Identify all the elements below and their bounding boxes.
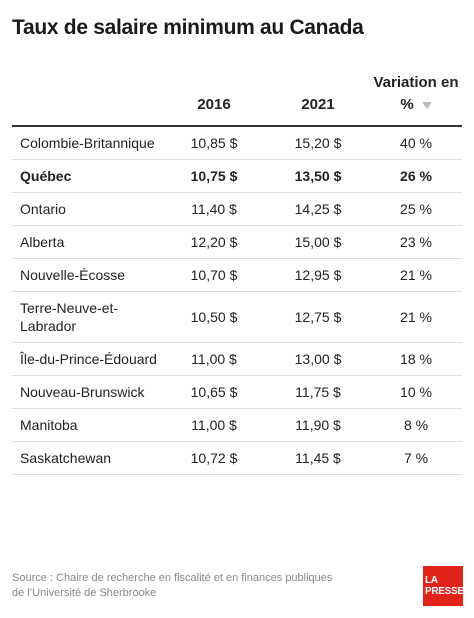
value-cell: 10,65 $ bbox=[162, 375, 266, 409]
value-cell: 11,00 $ bbox=[162, 342, 266, 376]
table-row: Québec 10,75 $13,50 $26 % bbox=[12, 159, 462, 193]
table-row: Ontario 11,40 $14,25 $25 % bbox=[12, 192, 462, 226]
header-cell: 2016 bbox=[162, 72, 266, 127]
table-row: Saskatchewan 10,72 $11,45 $7 % bbox=[12, 441, 462, 475]
header-row: 2016 2021 Variation en % bbox=[12, 72, 462, 127]
header-cell: 2021 bbox=[266, 72, 370, 127]
source: Source : Chaire de recherche en fiscalit… bbox=[12, 572, 333, 599]
province-cell: Manitoba bbox=[12, 408, 162, 442]
value-cell: 11,40 $ bbox=[162, 192, 266, 226]
table-row: Nouvelle-Écosse 10,70 $12,95 $21 % bbox=[12, 258, 462, 292]
province-cell: Québec bbox=[12, 159, 162, 193]
value-cell: 23 % bbox=[370, 225, 462, 259]
value-cell: 21 % bbox=[370, 291, 462, 343]
table-body: Colombie-Britannique 10,85 $15,20 $40 % Qu… bbox=[12, 126, 462, 475]
value-cell: 12,20 $ bbox=[162, 225, 266, 259]
value-cell: 13,00 $ bbox=[266, 342, 370, 376]
header-cell[interactable]: Variation en % bbox=[370, 72, 462, 127]
value-cell: 10,75 $ bbox=[162, 159, 266, 193]
value-cell: 15,20 $ bbox=[266, 126, 370, 160]
value-cell: 8 % bbox=[370, 408, 462, 442]
province-cell: Terre-Neuve-et-Labrador bbox=[12, 291, 162, 343]
title: Taux de salaire minimum au Canada bbox=[12, 16, 364, 39]
table-row: Nouveau-Brunswick 10,65 $11,75 $10 % bbox=[12, 375, 462, 409]
wage-table: 2016 2021 Variation en % Colombie-Britan… bbox=[12, 72, 462, 475]
value-cell: 40 % bbox=[370, 126, 462, 160]
table-row: Colombie-Britannique 10,85 $15,20 $40 % bbox=[12, 126, 462, 160]
header-cell bbox=[12, 72, 162, 127]
value-cell: 11,45 $ bbox=[266, 441, 370, 475]
value-cell: 12,75 $ bbox=[266, 291, 370, 343]
sort-icon[interactable] bbox=[421, 101, 432, 109]
value-cell: 11,90 $ bbox=[266, 408, 370, 442]
province-cell: Saskatchewan bbox=[12, 441, 162, 475]
value-cell: 26 % bbox=[370, 159, 462, 193]
value-cell: 10,85 $ bbox=[162, 126, 266, 160]
logo-text: LA bbox=[425, 575, 438, 586]
logo: LA PRESSE bbox=[423, 566, 464, 606]
value-cell: 10,50 $ bbox=[162, 291, 266, 343]
value-cell: 21 % bbox=[370, 258, 462, 292]
table-row: Terre-Neuve-et-Labrador 10,50 $12,75 $21 … bbox=[12, 291, 462, 343]
table-row: Alberta 12,20 $15,00 $23 % bbox=[12, 225, 462, 259]
province-cell: Nouvelle-Écosse bbox=[12, 258, 162, 292]
value-cell: 15,00 $ bbox=[266, 225, 370, 259]
value-cell: 13,50 $ bbox=[266, 159, 370, 193]
value-cell: 12,95 $ bbox=[266, 258, 370, 292]
province-cell: Ontario bbox=[12, 192, 162, 226]
value-cell: 18 % bbox=[370, 342, 462, 376]
value-cell: 11,00 $ bbox=[162, 408, 266, 442]
logo-text: PRESSE bbox=[425, 586, 464, 597]
table-row: Manitoba 11,00 $11,90 $8 % bbox=[12, 408, 462, 442]
value-cell: 25 % bbox=[370, 192, 462, 226]
value-cell: 14,25 $ bbox=[266, 192, 370, 226]
province-cell: Colombie-Britannique bbox=[12, 126, 162, 160]
province-cell: Nouveau-Brunswick bbox=[12, 375, 162, 409]
value-cell: 10,72 $ bbox=[162, 441, 266, 475]
value-cell: 7 % bbox=[370, 441, 462, 475]
header-label: Variation en % bbox=[373, 74, 459, 113]
value-cell: 11,75 $ bbox=[266, 375, 370, 409]
value-cell: 10 % bbox=[370, 375, 462, 409]
table-row: Île-du-Prince-Édouard 11,00 $13,00 $18 % bbox=[12, 342, 462, 376]
province-cell: Alberta bbox=[12, 225, 162, 259]
province-cell: Île-du-Prince-Édouard bbox=[12, 342, 162, 376]
value-cell: 10,70 $ bbox=[162, 258, 266, 292]
